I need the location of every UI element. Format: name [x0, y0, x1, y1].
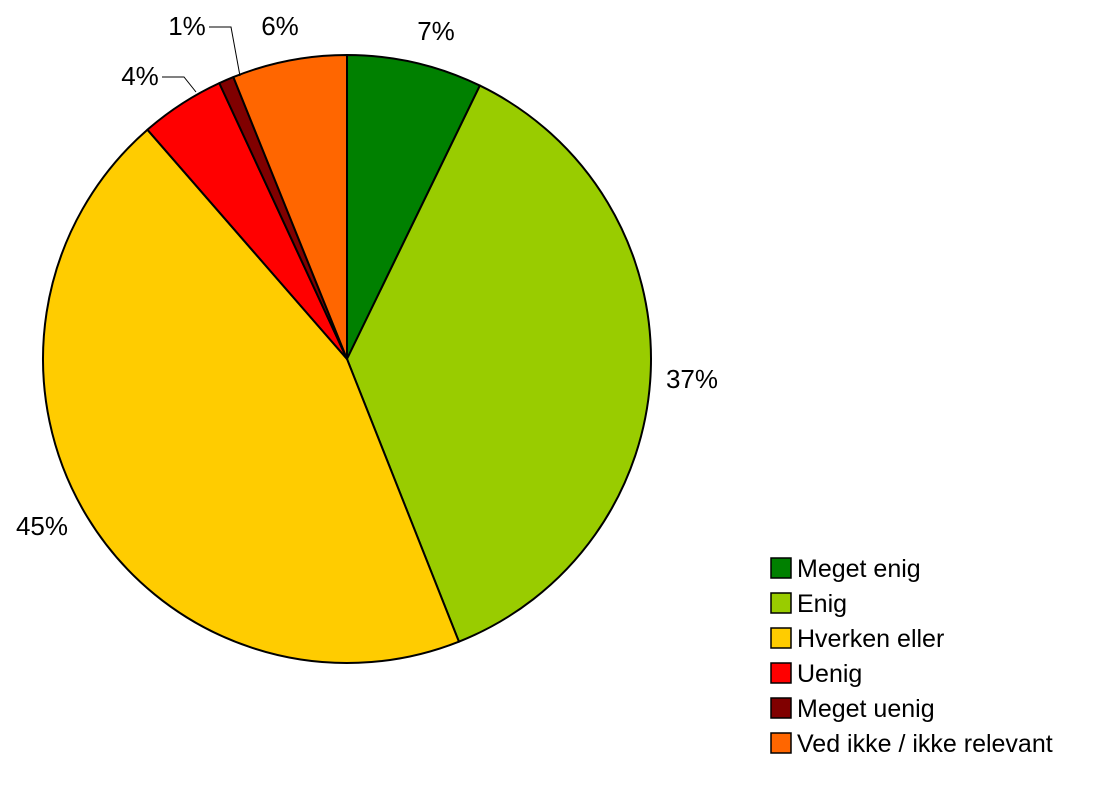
data-label-meget-enig: 7% [417, 16, 455, 46]
legend-label-meget-uenig: Meget uenig [797, 695, 935, 723]
legend-label-ved-ikke-ikke-relevant: Ved ikke / ikke relevant [797, 730, 1053, 758]
legend-label-enig: Enig [797, 590, 847, 618]
data-label-enig: 37% [666, 364, 718, 394]
data-label-ved-ikke-ikke-relevant: 6% [261, 11, 299, 41]
leader-lines [162, 26, 241, 93]
legend-label-hverken-eller: Hverken eller [797, 625, 944, 653]
legend-swatch-enig [770, 592, 792, 614]
data-label-hverken-eller: 45% [16, 511, 68, 541]
legend-swatch-ved-ikke-ikke-relevant [770, 732, 792, 754]
pie-slices [42, 54, 652, 664]
legend-swatch-hverken-eller [770, 627, 792, 649]
pie-slice-meget-enig [346, 54, 481, 360]
legend-swatch-meget-uenig [770, 697, 792, 719]
data-label-meget-uenig: 1% [168, 11, 206, 41]
legend: Meget enig Enig Hverken eller Uenig Meget ue… [770, 555, 1053, 758]
data-labels: 7% 37% 45% 4% 1% 6% [16, 11, 718, 541]
legend-label-uenig: Uenig [797, 660, 862, 688]
pie-slice-enig [346, 84, 652, 643]
leader-line-uenig [162, 76, 197, 93]
pie-slice-hverken-eller [42, 128, 460, 664]
pie-slice-ved-ikke-ikke-relevant [232, 54, 348, 360]
leader-line-meget-uenig [209, 26, 241, 77]
data-label-uenig: 4% [121, 61, 159, 91]
legend-swatch-uenig [770, 662, 792, 684]
legend-swatch-meget-enig [770, 557, 792, 579]
legend-label-meget-enig: Meget enig [797, 555, 921, 583]
